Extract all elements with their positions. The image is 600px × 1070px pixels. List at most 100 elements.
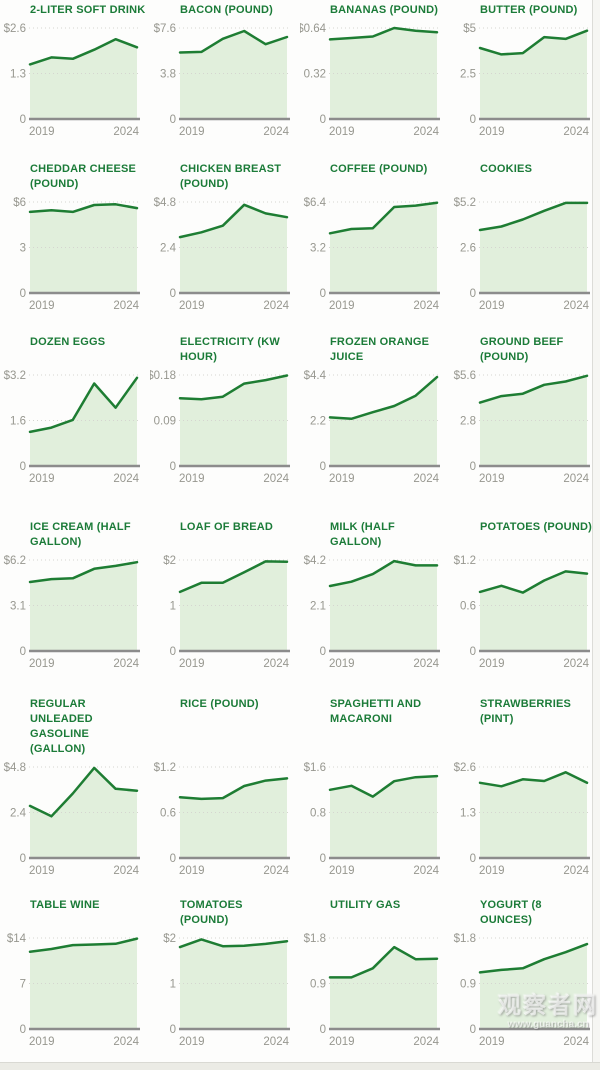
x-tick-label: 2024 (563, 865, 589, 877)
y-tick-label: 0.6 (460, 601, 476, 613)
area-series (180, 31, 287, 119)
area-series (330, 28, 437, 119)
y-tick-label: 0 (470, 288, 476, 300)
chart-title-line: STRAWBERRIES (480, 698, 572, 710)
area-series (480, 30, 587, 120)
chart-title-line: TABLE WINE (30, 899, 100, 911)
y-tick-label: 0 (320, 461, 326, 473)
chart-title-line: HOUR) (180, 351, 218, 363)
chart-title: LOAF OF BREAD (180, 520, 296, 550)
chart-title-line: OUNCES) (480, 914, 533, 926)
x-tick-label: 2019 (479, 658, 505, 670)
chart-title-line: REGULAR (30, 698, 86, 710)
y-tick-label: $0.18 (150, 370, 176, 382)
y-tick-label: $1.2 (454, 555, 476, 567)
line-series (28, 37, 139, 66)
y-tick-label: 0 (170, 288, 176, 300)
chart-tile-chicken-breast-pound: CHICKEN BREAST (POUND) $4.8 2.4 0 2019 2024 (150, 156, 300, 329)
chart-title-line: (PINT) (480, 713, 514, 725)
chart-title: REGULAR UNLEADED GASOLINE (GALLON) (30, 697, 146, 757)
chart-title: BANANAS (POUND) (330, 3, 446, 18)
y-tick-label: 1 (170, 601, 176, 613)
y-tick-label: $6.2 (4, 555, 26, 567)
y-tick-label: $3.2 (4, 370, 26, 382)
area-series (30, 377, 137, 466)
line-series (328, 201, 439, 235)
x-tick-label: 2024 (413, 300, 439, 312)
line-series (178, 560, 289, 594)
x-tick-label: 2024 (413, 1036, 439, 1048)
chart-tile-2-liter-soft-drink: 2-LITER SOFT DRINK $2.6 1.3 0 2019 2024 (0, 0, 150, 156)
chart-tile-table-wine: TABLE WINE $14 7 0 2019 2024 (0, 892, 150, 1070)
line-series (328, 375, 439, 421)
chart-title-line: JUICE (330, 351, 364, 363)
bottom-edge-bar (0, 1062, 600, 1070)
y-tick-label: 0.09 (154, 416, 176, 428)
x-tick-label: 2024 (113, 300, 139, 312)
y-tick-label: 2.1 (310, 601, 326, 613)
y-tick-label: 0 (320, 288, 326, 300)
chart-tile-dozen-eggs: DOZEN EGGS $3.2 1.6 0 2019 2024 (0, 329, 150, 514)
x-tick-label: 2019 (29, 126, 55, 138)
line-series (178, 938, 289, 949)
x-tick-label: 2024 (113, 126, 139, 138)
x-tick-label: 2019 (179, 865, 205, 877)
area-series (330, 947, 437, 1029)
x-tick-label: 2024 (563, 300, 589, 312)
chart-title: ICE CREAM (HALF GALLON) (30, 520, 146, 550)
x-tick-label: 2019 (479, 473, 505, 485)
y-tick-label: $4.8 (4, 762, 26, 774)
y-tick-label: 0 (170, 646, 176, 658)
chart-title-line: (POUND) (30, 178, 79, 190)
y-tick-label: 2.5 (460, 69, 476, 81)
y-tick-label: 2.4 (160, 243, 177, 255)
y-tick-label: 7 (20, 979, 26, 991)
area-series (480, 571, 587, 651)
x-tick-label: 2019 (179, 126, 205, 138)
chart-title-line: 2-LITER SOFT DRINK (30, 4, 146, 16)
chart-title: CHICKEN BREAST (POUND) (180, 162, 296, 192)
y-tick-label: $1.8 (304, 933, 326, 945)
chart-title: BACON (POUND) (180, 3, 296, 18)
chart-title-line: DOZEN EGGS (30, 336, 106, 348)
chart-title-line: GROUND BEEF (480, 336, 564, 348)
y-tick-label: 2.2 (310, 416, 326, 428)
y-tick-label: 0 (470, 853, 476, 865)
chart-tile-loaf-of-bread: LOAF OF BREAD $2 1 0 2019 2024 (150, 514, 300, 691)
line-series (28, 376, 139, 434)
area-series (480, 375, 587, 466)
chart-title: 2-LITER SOFT DRINK (30, 3, 146, 18)
x-tick-label: 2024 (413, 126, 439, 138)
y-tick-label: $1.6 (304, 762, 326, 774)
line-series (28, 766, 139, 818)
x-tick-label: 2019 (329, 126, 355, 138)
x-tick-label: 2024 (263, 658, 289, 670)
x-tick-label: 2019 (29, 865, 55, 877)
chart-title-line: MILK (HALF (330, 521, 395, 533)
line-series (328, 559, 439, 588)
x-tick-label: 2019 (479, 865, 505, 877)
x-tick-label: 2024 (413, 473, 439, 485)
area-series (30, 938, 137, 1029)
y-tick-label: 1.3 (460, 808, 476, 820)
x-tick-label: 2019 (179, 300, 205, 312)
y-tick-label: 2.8 (460, 416, 476, 428)
y-tick-label: 0 (170, 1024, 176, 1036)
chart-title: MILK (HALF GALLON) (330, 520, 446, 550)
chart-tile-rice-pound: RICE (POUND) $1.2 0.6 0 2019 2024 (150, 691, 300, 892)
line-series (478, 374, 589, 404)
y-tick-label: 0 (320, 853, 326, 865)
y-tick-label: $5.6 (454, 370, 476, 382)
chart-title-line: YOGURT (8 (480, 899, 542, 911)
line-series (478, 201, 589, 232)
